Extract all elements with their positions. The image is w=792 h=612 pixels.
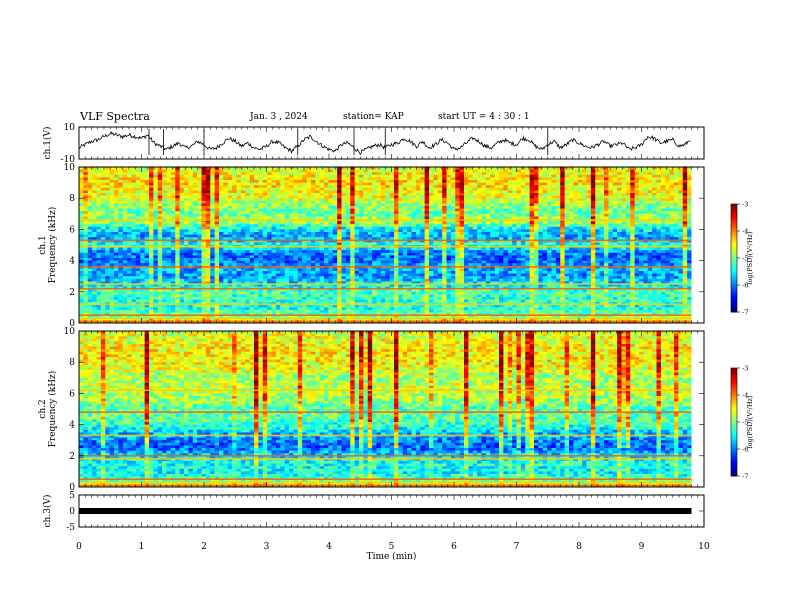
- ch1-spectrogram-tick-label-3: 6: [69, 225, 75, 235]
- ch2-spectrogram-tick-label-3: 6: [69, 389, 75, 399]
- ch2-spectrogram-line-7: [79, 389, 692, 392]
- ch1-spectrogram-tick-label-5: 10: [64, 163, 76, 173]
- x-tick-label-10: 10: [698, 542, 710, 552]
- ch1-spectrogram-channel-label: ch.1: [38, 235, 48, 254]
- ch2-spectrogram-channel-label: ch.2: [38, 399, 48, 418]
- ch1-spectrogram-ylabel: Frequency (kHz): [47, 207, 58, 284]
- ch1-spectrogram-tick-label-4: 8: [69, 194, 75, 204]
- ch1-spectrogram-cells: [79, 167, 692, 324]
- ch1-spectrogram-colorbar-tick-1: -4: [742, 228, 748, 236]
- ch2-spectrogram-colorbar-tick-0: -3: [742, 365, 748, 373]
- ch1-spectrogram-colorbar: [731, 204, 737, 313]
- ch1-spectrogram-line-6: [79, 266, 692, 268]
- start-time-label: start UT = 4 : 30 : 1: [438, 112, 530, 122]
- x-tick-label-1: 1: [139, 542, 145, 552]
- ch3-voltage-tick-label-0: 5: [69, 491, 75, 501]
- plot-title: VLF Spectra: [80, 110, 150, 123]
- ch1-spectrogram-line-5: [79, 283, 692, 285]
- ch2-spectrogram-line-2: [79, 478, 692, 480]
- ch1-spectrogram-no-data: [691, 167, 704, 323]
- time-ticks: [78, 495, 705, 527]
- ch2-spectrogram-colorbar-label: log(PSD)(V²/Hz): [746, 395, 754, 448]
- ch2-spectrogram-ylabel: Frequency (kHz): [47, 371, 58, 448]
- x-tick-label-9: 9: [639, 542, 645, 552]
- ch1-spectrogram-colorbar-tick-2: -5: [742, 255, 748, 263]
- ch1-spectrogram-tick-label-2: 4: [69, 257, 75, 267]
- ch2-spectrogram-colorbar-tick-4: -7: [742, 473, 748, 481]
- ch2-spectrogram-tick-label-4: 8: [69, 358, 75, 368]
- time-ticks: [78, 167, 705, 323]
- ch2-spectrogram-line-3: [79, 458, 692, 460]
- ch1-spectrogram-colorbar-tick-4: -7: [742, 309, 748, 317]
- ch1-spectrogram-colorbar-tick-0: -3: [742, 201, 748, 209]
- ch1-spectrogram-tick-label-1: 2: [69, 288, 75, 298]
- ch1-voltage-ylabel: ch.1(V): [42, 127, 53, 160]
- ch2-spectrogram-tick-label-1: 2: [69, 452, 75, 462]
- ch1-spectrogram-colorbar-tick-3: -6: [742, 282, 748, 290]
- ch2-spectrogram-line-5: [79, 434, 692, 437]
- time-ticks: [78, 127, 705, 159]
- ch3-voltage-tick-label-2: -5: [66, 523, 75, 533]
- ch1-spectrogram-tick-label-0: 0: [69, 319, 75, 329]
- ch2-spectrogram-line-1: [79, 481, 692, 484]
- ch3-voltage-line: [79, 508, 692, 514]
- x-tick-label-0: 0: [76, 542, 82, 552]
- ch2-spectrogram-line-4: [79, 455, 692, 457]
- ch2-spectrogram-colorbar: [731, 368, 737, 477]
- x-tick-label-4: 4: [326, 542, 332, 552]
- ch1-voltage-line: [78, 130, 691, 156]
- ch2-spectrogram-colorbar-tick-1: -4: [742, 392, 748, 400]
- x-tick-label-3: 3: [264, 542, 270, 552]
- ch1-spectrogram-line-8: [79, 239, 692, 242]
- x-tick-label-8: 8: [576, 542, 582, 552]
- x-tick-label-6: 6: [451, 542, 457, 552]
- ch2-spectrogram-colorbar-tick-3: -6: [742, 446, 748, 454]
- ch2-spectrogram-line-6: [79, 411, 692, 413]
- x-tick-label-5: 5: [389, 542, 395, 552]
- time-ticks: [78, 331, 705, 487]
- x-tick-label-7: 7: [514, 542, 520, 552]
- ch1-voltage-tick-label-1: -10: [61, 155, 76, 165]
- x-tick-label-2: 2: [201, 542, 207, 552]
- ch3-voltage-ylabel: ch.3(V): [42, 495, 53, 528]
- ch1-spectrogram-line-4: [79, 287, 692, 290]
- ch1-voltage-series: [78, 129, 691, 156]
- ch1-spectrogram-colorbar-label: log(PSD)(V²/Hz): [746, 231, 754, 284]
- ch2-spectrogram-tick-label-5: 10: [64, 327, 76, 337]
- x-axis-label: Time (min): [367, 551, 417, 562]
- station-label: station= KAP: [343, 112, 404, 122]
- ch1-spectrogram-line-3: [79, 303, 692, 306]
- ch3-voltage-tick-label-1: 0: [69, 507, 75, 517]
- ch2-spectrogram-tick-label-0: 0: [69, 483, 75, 493]
- date-label: Jan. 3 , 2024: [250, 112, 308, 122]
- ch1-spectrogram-line-2: [79, 314, 692, 316]
- ch1-spectrogram-line-9: [79, 219, 692, 221]
- ch2-spectrogram-cells: [79, 331, 692, 488]
- ch2-spectrogram-no-data: [691, 331, 704, 487]
- ch1-spectrogram-line-7: [79, 245, 692, 248]
- ch2-spectrogram-tick-label-2: 4: [69, 421, 75, 431]
- ch1-voltage-tick-label-0: 10: [64, 123, 76, 133]
- ch2-spectrogram-colorbar-tick-2: -5: [742, 419, 748, 427]
- ch1-spectrogram-line-1: [79, 317, 692, 320]
